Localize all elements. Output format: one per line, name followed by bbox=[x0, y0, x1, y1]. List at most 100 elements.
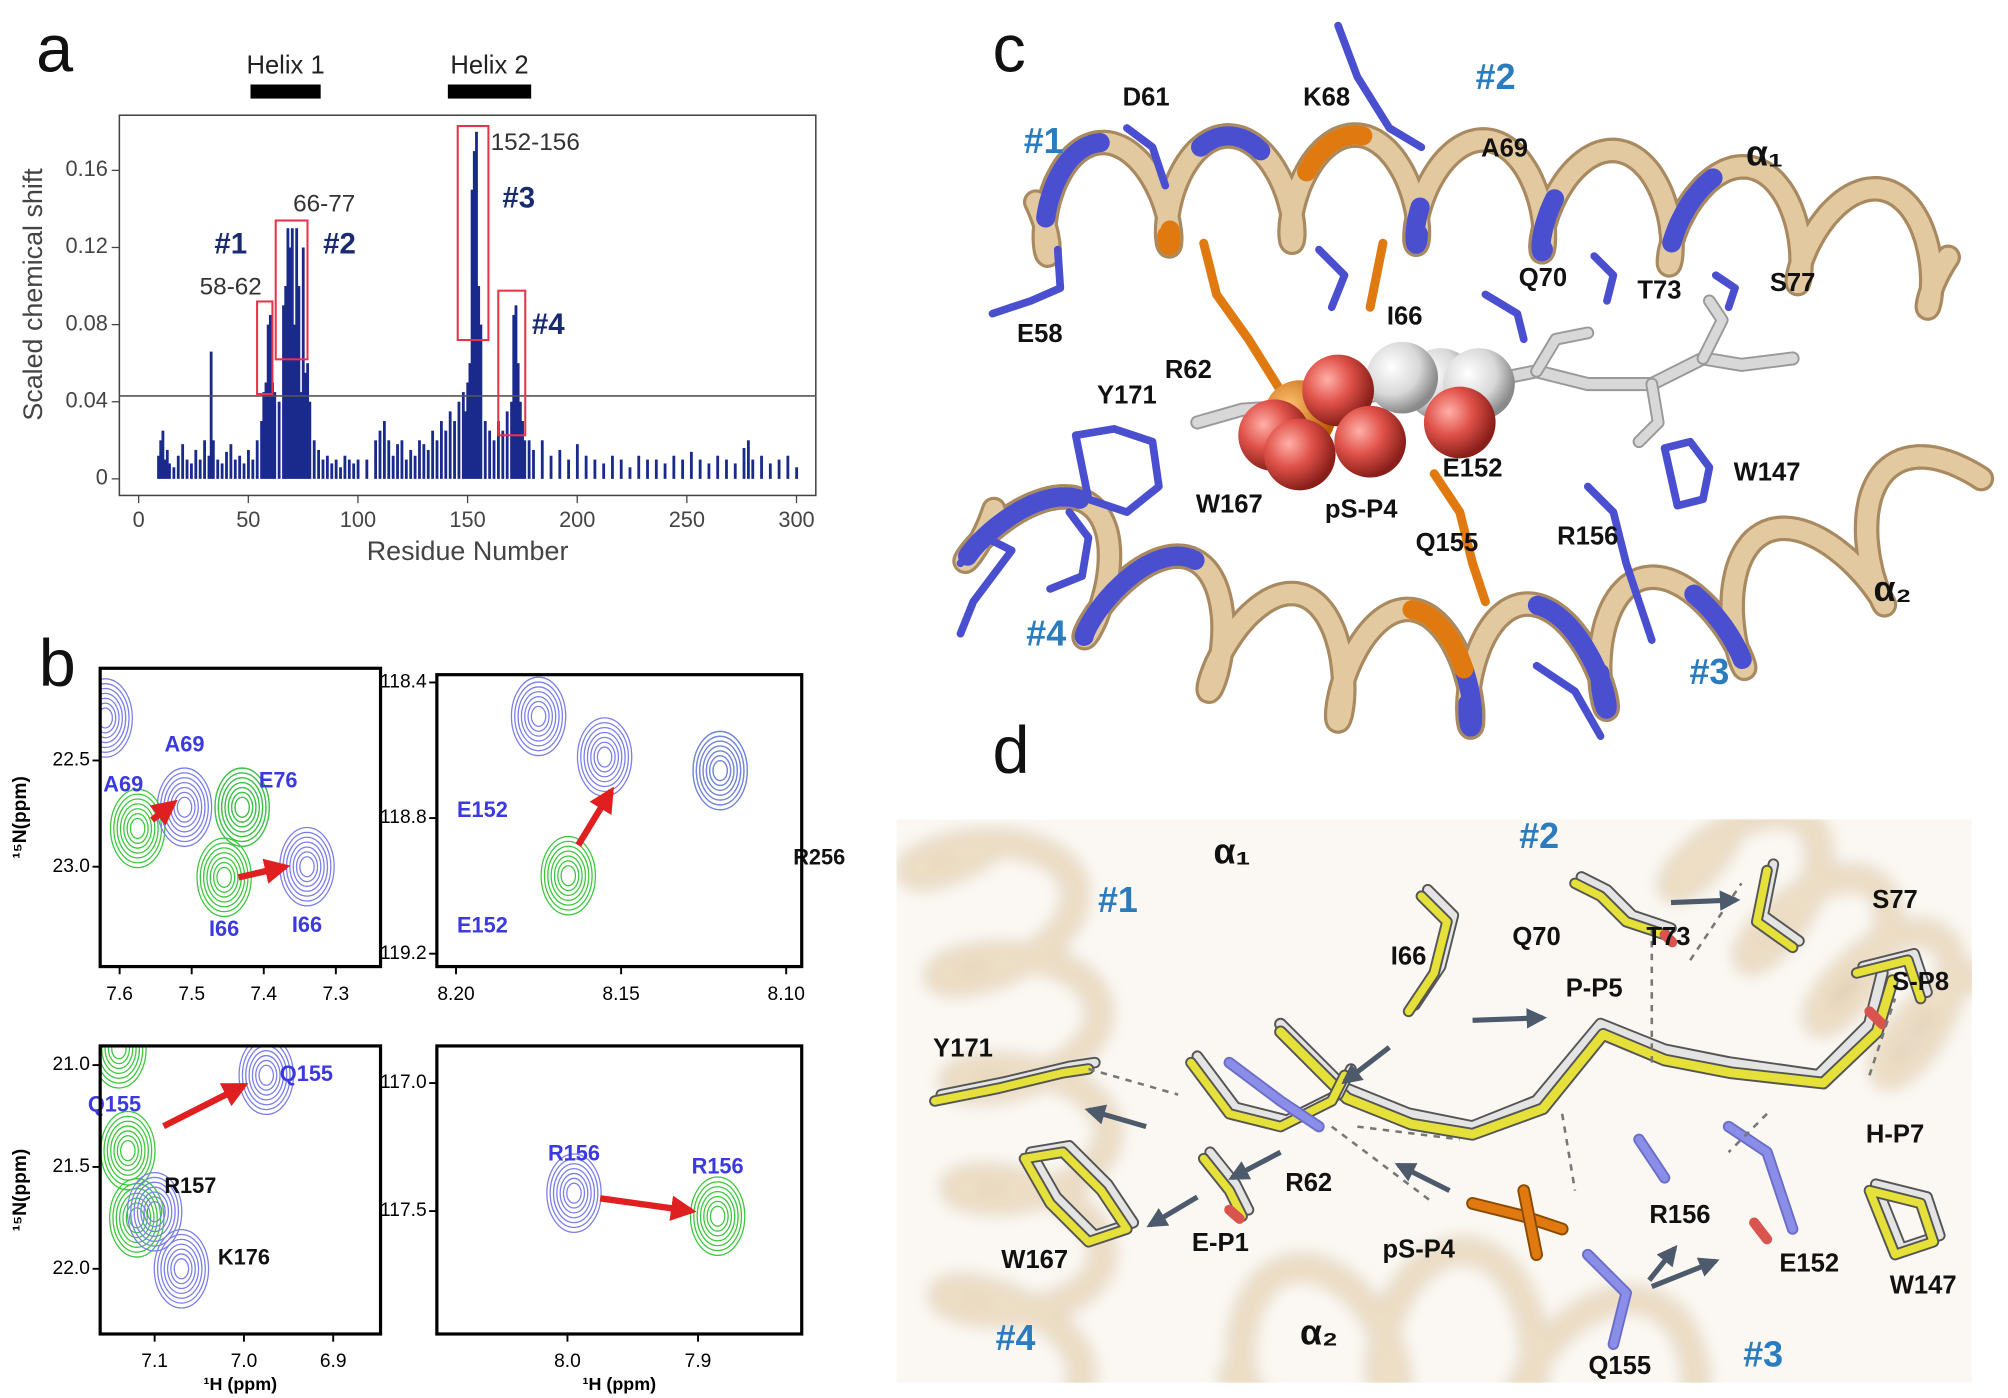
bar bbox=[663, 463, 667, 479]
peak-label: I66 bbox=[292, 912, 322, 937]
contour bbox=[107, 1045, 131, 1065]
bar bbox=[426, 449, 430, 479]
bar bbox=[689, 451, 693, 479]
y-tick-label: 23.0 bbox=[53, 856, 90, 877]
bar bbox=[290, 228, 294, 479]
bar bbox=[271, 382, 274, 479]
x-tick-label: 100 bbox=[340, 507, 376, 532]
residue-label: R62 bbox=[1165, 356, 1212, 384]
x-tick-label: 7.5 bbox=[178, 984, 205, 1005]
bar bbox=[492, 440, 496, 479]
contour bbox=[111, 1045, 127, 1060]
bar bbox=[518, 401, 522, 479]
bar bbox=[264, 382, 268, 479]
stick bbox=[1571, 879, 1669, 939]
nmr-spectrum: A69 A69 E76 I66 I66 7.6 7.5 7.4 7.3 22.5 23.0 ¹⁵N(p… bbox=[10, 666, 383, 1005]
bar bbox=[159, 440, 163, 479]
bar bbox=[742, 448, 746, 479]
bar bbox=[181, 444, 185, 479]
y-tick-label: 117.0 bbox=[380, 1072, 427, 1093]
contour bbox=[590, 736, 620, 778]
bar bbox=[347, 459, 351, 479]
bar bbox=[396, 444, 399, 479]
contour bbox=[251, 1054, 281, 1096]
atom-sphere bbox=[1423, 386, 1496, 459]
bar bbox=[233, 459, 237, 479]
bar bbox=[352, 463, 356, 479]
contour bbox=[163, 1243, 200, 1295]
peak bbox=[540, 835, 597, 916]
bar bbox=[312, 440, 316, 479]
contour bbox=[241, 1045, 291, 1111]
contour bbox=[702, 745, 738, 796]
motion-arrow bbox=[1647, 1245, 1678, 1282]
hydrogen-bond bbox=[1357, 1125, 1460, 1141]
bar bbox=[532, 449, 535, 479]
bar bbox=[293, 324, 296, 479]
bar bbox=[295, 228, 299, 479]
contour bbox=[160, 1238, 203, 1299]
stick bbox=[1123, 124, 1170, 190]
motion-arrow bbox=[1472, 1008, 1548, 1029]
x-tick-label: 8.15 bbox=[602, 984, 639, 1005]
stick bbox=[1865, 1186, 1938, 1259]
motion-arrow bbox=[1084, 1104, 1147, 1130]
bar bbox=[540, 440, 544, 479]
bar bbox=[297, 286, 301, 479]
residue-label: R62 bbox=[1285, 1169, 1332, 1197]
shift-arrow bbox=[575, 786, 614, 847]
bar bbox=[220, 463, 224, 479]
motion-arrow bbox=[1341, 1045, 1391, 1085]
bar bbox=[251, 459, 255, 479]
site-label: #2 bbox=[1519, 816, 1559, 856]
bar bbox=[470, 189, 474, 479]
contour bbox=[113, 1130, 143, 1172]
contour bbox=[583, 726, 626, 788]
motion-arrow bbox=[1394, 1162, 1451, 1193]
stick bbox=[1276, 976, 1897, 1139]
atom-sphere bbox=[1334, 405, 1406, 478]
y-tick-label: 21.0 bbox=[53, 1054, 90, 1075]
panel-label: c bbox=[992, 12, 1025, 86]
residue-label: Q70 bbox=[1512, 923, 1560, 951]
bar bbox=[321, 459, 325, 479]
contour bbox=[126, 1171, 183, 1252]
bar bbox=[404, 459, 408, 479]
bar bbox=[567, 459, 570, 479]
stick bbox=[1199, 238, 1286, 395]
contour bbox=[231, 791, 254, 823]
contour bbox=[119, 803, 156, 854]
x-tick-label: 7.3 bbox=[323, 984, 350, 1005]
contour bbox=[133, 1181, 176, 1242]
bar bbox=[461, 392, 465, 479]
contour bbox=[116, 1135, 139, 1167]
range-label: 152-156 bbox=[491, 129, 580, 156]
contour bbox=[510, 676, 567, 757]
y-tick-label: 22.0 bbox=[53, 1258, 90, 1279]
residue-label: S77 bbox=[1872, 886, 1918, 914]
bar bbox=[733, 463, 737, 479]
stick bbox=[1711, 271, 1739, 312]
x-tick-label: 8.20 bbox=[437, 984, 474, 1005]
bar bbox=[716, 455, 720, 479]
contour bbox=[557, 860, 580, 892]
contour bbox=[100, 687, 127, 749]
contour bbox=[209, 856, 239, 898]
bar bbox=[483, 421, 487, 479]
residue-label: E152 bbox=[1443, 455, 1503, 483]
site-label: #3 bbox=[1743, 1335, 1783, 1375]
x-tick-label: 8.0 bbox=[554, 1351, 581, 1372]
bar bbox=[475, 131, 478, 479]
residue-label: Q155 bbox=[1416, 529, 1479, 557]
helix-ribbon bbox=[1297, 125, 1373, 182]
site-label: #1 bbox=[214, 228, 247, 261]
contour bbox=[699, 740, 742, 801]
site-label: #1 bbox=[1098, 880, 1138, 920]
contour bbox=[110, 1125, 146, 1176]
peak-label: E152 bbox=[457, 912, 508, 937]
contour bbox=[696, 1186, 739, 1247]
site-label: #4 bbox=[996, 1318, 1036, 1358]
contour bbox=[530, 705, 547, 728]
hydrogen-bond bbox=[1560, 1113, 1577, 1191]
